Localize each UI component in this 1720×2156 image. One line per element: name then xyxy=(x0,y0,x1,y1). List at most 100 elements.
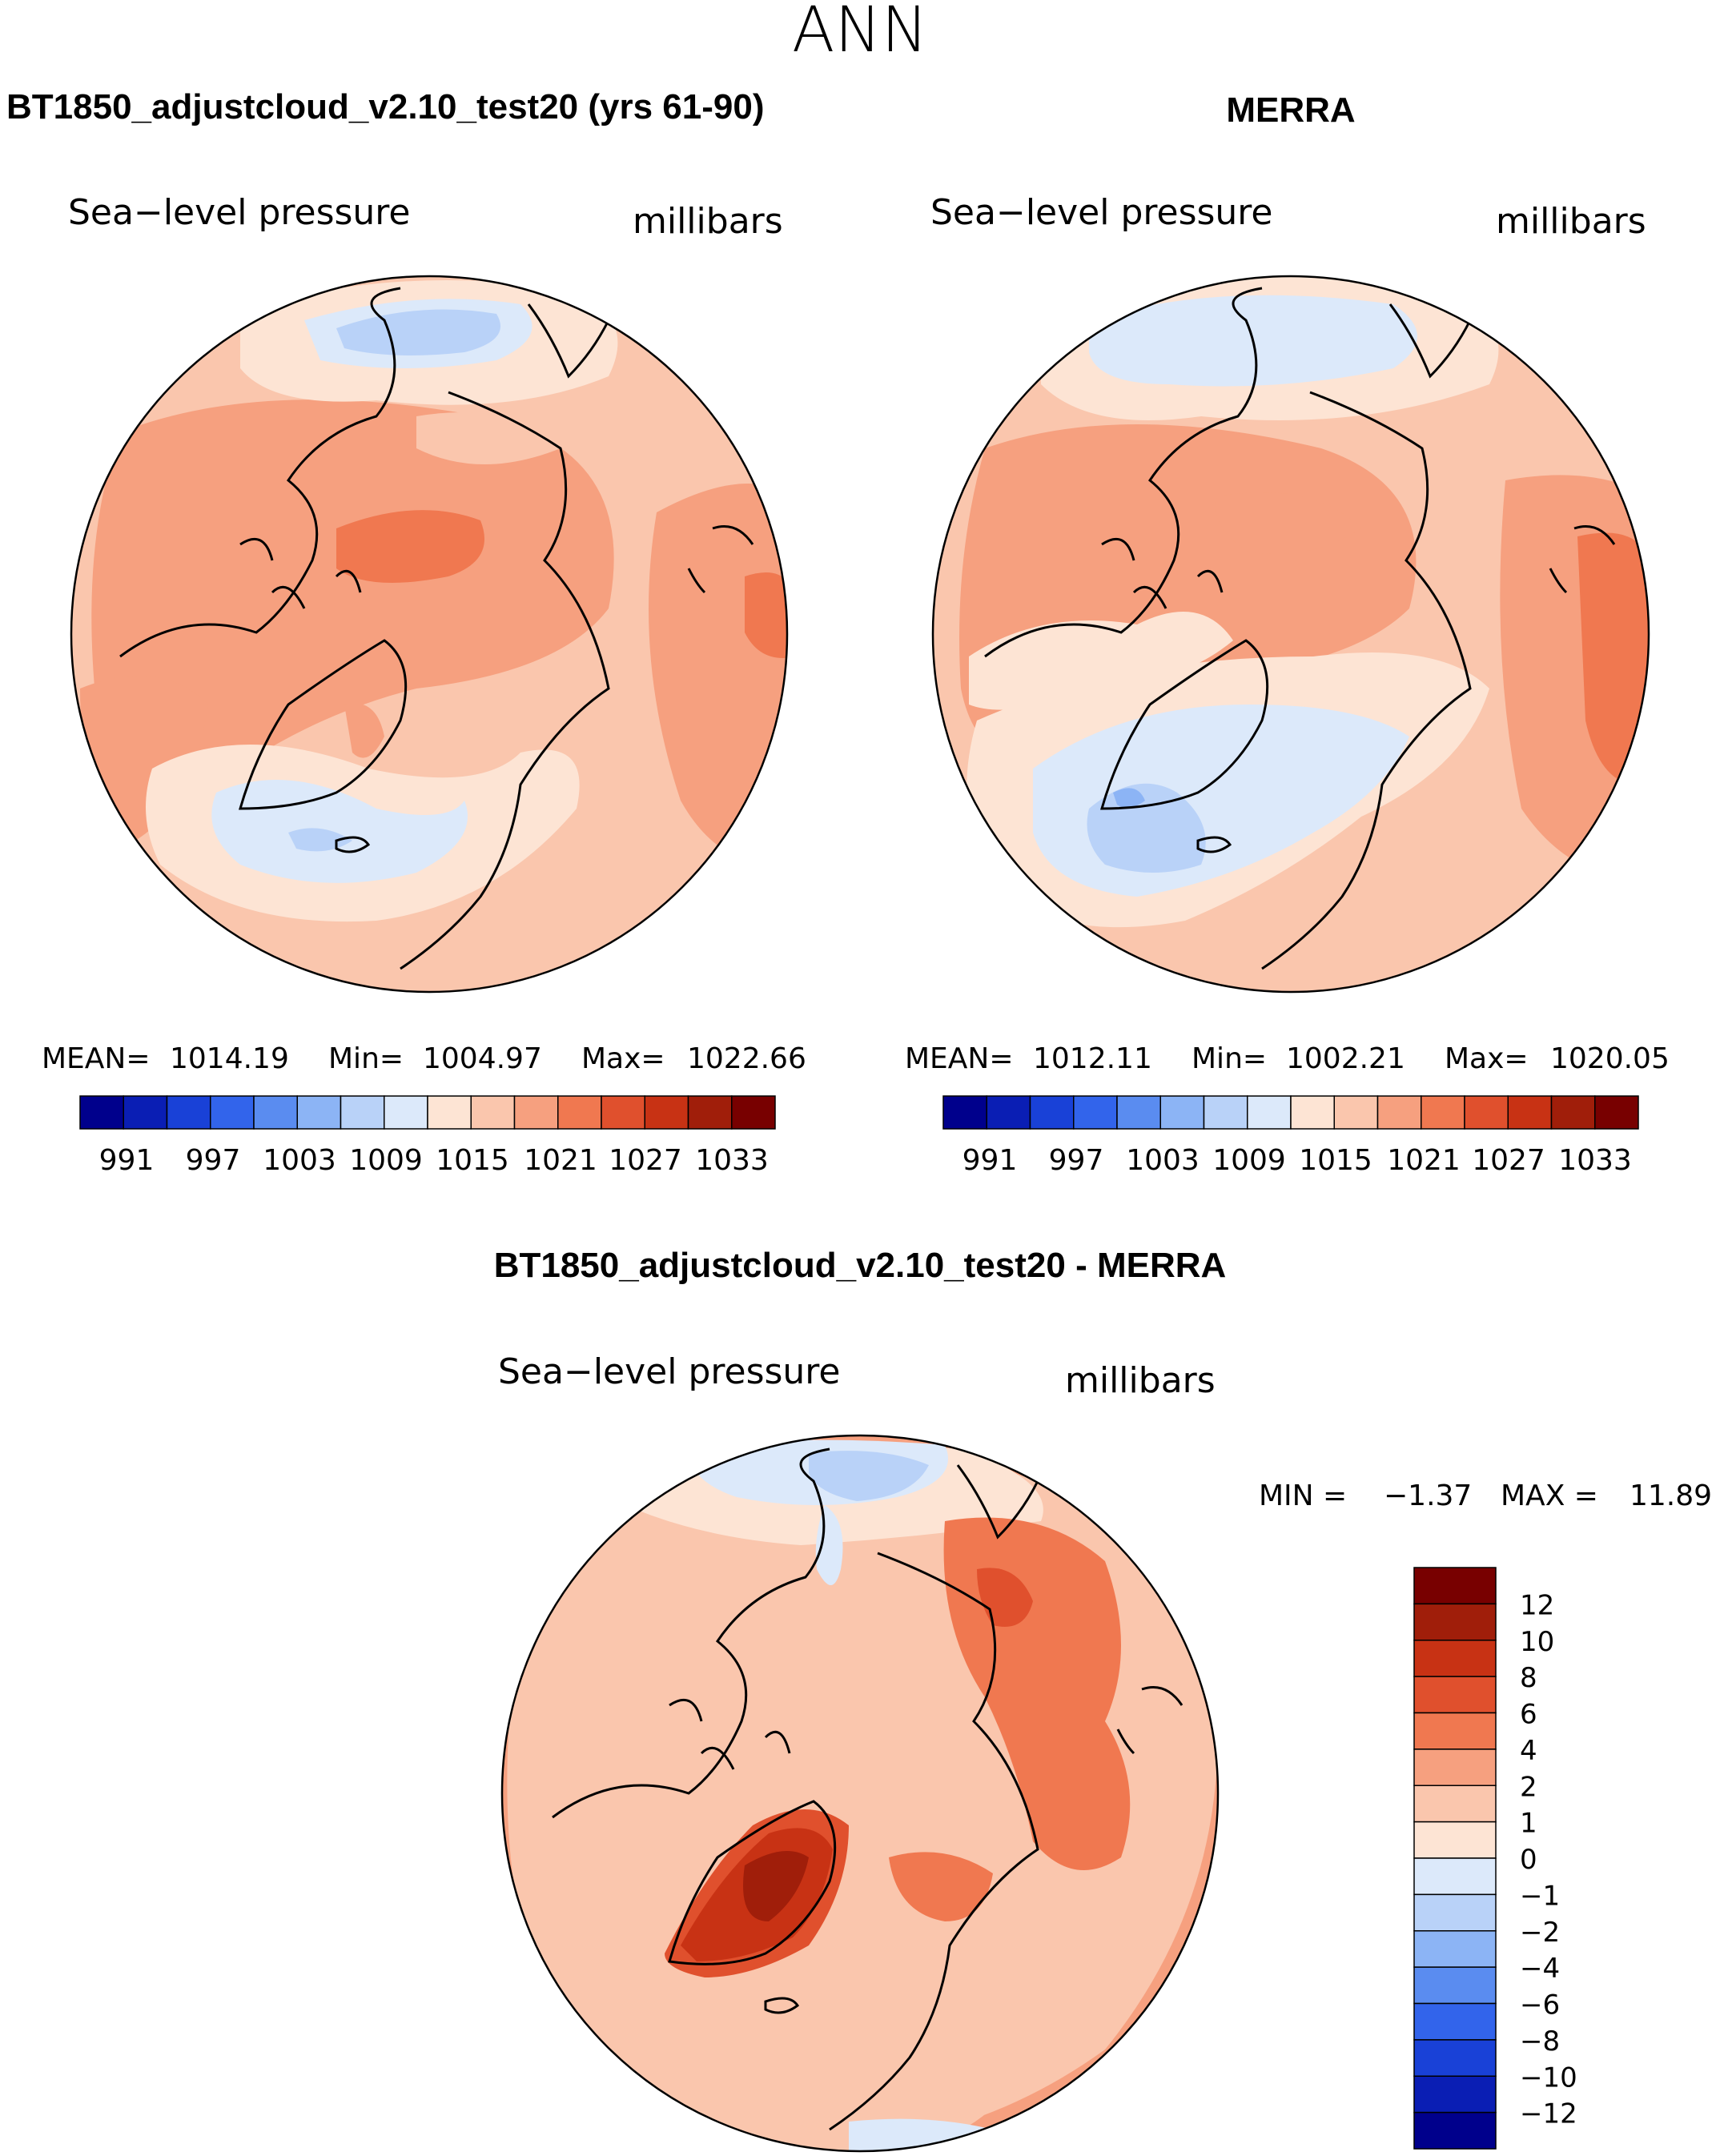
coastline-kamchatka xyxy=(956,1464,1039,1540)
colorbar-swatch xyxy=(1376,1095,1422,1130)
panel-model-variable: Sea−level pressure xyxy=(68,192,411,233)
region-arctic-ocean-pos xyxy=(889,1852,993,1921)
panel-difference-title: BT1850_adjustcloud_v2.10_test20 - MERRA xyxy=(494,1246,1227,1285)
colorbar-swatch xyxy=(687,1095,733,1130)
colorbar-swatch xyxy=(942,1095,987,1130)
colorbar-tick: 1 xyxy=(1520,1808,1537,1840)
panel-difference-stats: MIN = −1.37 MAX = 11.89 xyxy=(1259,1479,1712,1512)
coastline-iceland xyxy=(764,1997,800,2014)
coastlines xyxy=(552,1447,1184,2131)
colorbar-tick: 1033 xyxy=(1558,1144,1632,1177)
colorbar-tick: 4 xyxy=(1520,1735,1537,1767)
colorbar-tick: 1003 xyxy=(1126,1144,1200,1177)
colorbar-tick: −8 xyxy=(1520,2026,1560,2058)
colorbar-tick: 1033 xyxy=(695,1144,769,1177)
colorbar-tick: 6 xyxy=(1520,1699,1537,1731)
min-label: Min= xyxy=(1192,1042,1267,1075)
colorbar-tick: 1021 xyxy=(1387,1144,1461,1177)
colorbar-swatch xyxy=(1413,1603,1497,1641)
mean-label: MEAN= xyxy=(42,1042,151,1075)
colorbar-swatch xyxy=(427,1095,472,1130)
colorbar-swatch xyxy=(1413,2039,1497,2077)
coastlines xyxy=(119,287,754,970)
panel-merra-variable: Sea−level pressure xyxy=(930,192,1273,233)
colorbar-swatch xyxy=(166,1095,211,1130)
colorbar-swatch xyxy=(210,1095,255,1130)
coastline-canadian-islands xyxy=(239,537,362,609)
coastline-japan xyxy=(1549,525,1616,594)
colorbar-swatch xyxy=(731,1095,776,1130)
colorbar-swatch xyxy=(557,1095,602,1130)
mean-value: 1012.11 xyxy=(1033,1042,1152,1075)
colorbar-swatch xyxy=(1413,1857,1497,1896)
coastline-north-america xyxy=(119,287,401,658)
colorbar-swatch xyxy=(513,1095,559,1130)
colorbar-swatch xyxy=(1116,1095,1161,1130)
coastlines xyxy=(984,287,1616,970)
coastline-japan xyxy=(1116,1686,1184,1755)
panel-model: BT1850_adjustcloud_v2.10_test20 (yrs 61-… xyxy=(6,87,806,1177)
panel-merra-units: millibars xyxy=(1496,201,1646,242)
colorbar-swatch xyxy=(1413,1785,1497,1823)
colorbar-tick: 8 xyxy=(1520,1662,1537,1694)
colorbar-swatch xyxy=(470,1095,516,1130)
coastline-north-america xyxy=(552,1447,830,1819)
colorbar-swatch xyxy=(1247,1095,1292,1130)
map-border xyxy=(931,275,1650,994)
region-atlantic-neg xyxy=(849,2118,993,2151)
region-pacific-subtropical-core xyxy=(1577,532,1649,785)
colorbar-swatch xyxy=(1464,1095,1509,1130)
max-label: Max= xyxy=(581,1042,665,1075)
panel-model-units: millibars xyxy=(633,201,783,242)
colorbar-swatch xyxy=(1413,1676,1497,1714)
mean-label: MEAN= xyxy=(905,1042,1014,1075)
colorbar-swatch xyxy=(1594,1095,1639,1130)
coastline-iceland xyxy=(1196,836,1232,853)
colorbar-tick: 10 xyxy=(1520,1626,1554,1658)
panel-merra-stats: MEAN= 1012.11 Min= 1002.21 Max= 1020.05 xyxy=(905,1042,1670,1075)
colorbar-swatch xyxy=(1203,1095,1248,1130)
colorbar-tick: 1009 xyxy=(1212,1144,1286,1177)
colorbar-swatch xyxy=(1159,1095,1205,1130)
min-label: Min= xyxy=(328,1042,404,1075)
map-border xyxy=(70,275,789,994)
coastline-eurasia xyxy=(1261,391,1472,970)
min-value: 1002.21 xyxy=(1286,1042,1405,1075)
colorbar-tick: 997 xyxy=(1049,1144,1104,1177)
colorbar-tick: −10 xyxy=(1520,2062,1577,2094)
colorbar-swatch xyxy=(123,1095,168,1130)
colorbar-tick-labels: 991 997 1003 1009 1015 1021 1027 1033 xyxy=(962,1144,1632,1177)
colorbar-tick: 2 xyxy=(1520,1771,1537,1803)
colorbar-swatch xyxy=(1413,1640,1497,1677)
coastline-greenland xyxy=(1100,639,1269,810)
panel-model-colorbar: 991 997 1003 1009 1015 1021 1027 1033 xyxy=(79,1095,776,1177)
region-north-pacific-core xyxy=(809,1451,929,1501)
coastline-canadian-islands xyxy=(1101,537,1224,609)
colorbar-tick-labels: 991 997 1003 1009 1015 1021 1027 1033 xyxy=(99,1144,769,1177)
coastline-kamchatka xyxy=(527,303,610,379)
colorbar-swatch xyxy=(1413,1930,1497,1968)
panel-difference-units: millibars xyxy=(1065,1360,1216,1401)
coastline-kamchatka xyxy=(1388,303,1472,379)
colorbar-tick: −6 xyxy=(1520,1989,1560,2022)
coastline-eurasia xyxy=(829,1552,1039,2131)
colorbar-swatch xyxy=(1413,1748,1497,1786)
colorbar-swatch xyxy=(1333,1095,1379,1130)
coastline-greenland xyxy=(668,1800,837,1965)
region-pacific-subtropical-core xyxy=(745,572,787,659)
colorbar-swatch xyxy=(1507,1095,1553,1130)
coastline-greenland xyxy=(239,639,408,810)
panel-difference: BT1850_adjustcloud_v2.10_test20 - MERRA … xyxy=(494,1246,1712,2153)
colorbar-swatch xyxy=(296,1095,342,1130)
region-iceland-low-deep xyxy=(1113,788,1145,808)
colorbar-tick: −4 xyxy=(1520,1953,1560,1985)
panel-merra-colorbar: 991 997 1003 1009 1015 1021 1027 1033 xyxy=(942,1095,1639,1177)
panel-difference-map xyxy=(500,1434,1220,2153)
panel-merra-title: MERRA xyxy=(1226,90,1355,130)
panel-model-stats: MEAN= 1014.19 Min= 1004.97 Max= 1022.66 xyxy=(42,1042,806,1075)
coastline-canadian-islands xyxy=(669,1698,791,1770)
region-bering-tongue xyxy=(815,1505,843,1585)
